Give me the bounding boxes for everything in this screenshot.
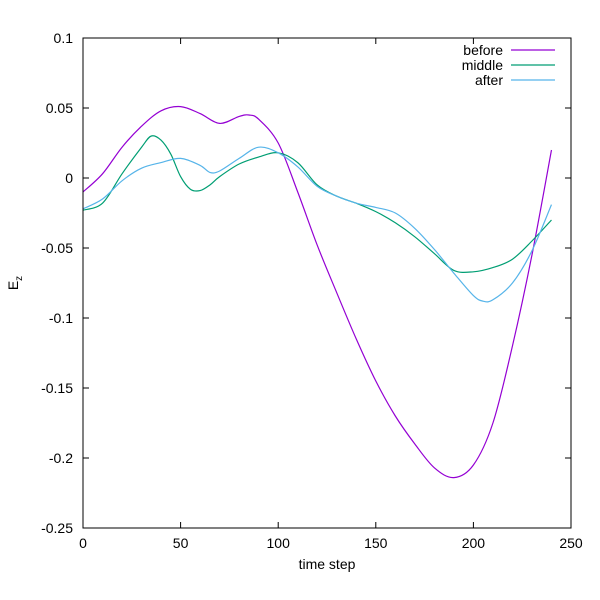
plot-frame: [82, 37, 572, 529]
series-line-after: [82, 146, 553, 303]
legend-label-middle: middle: [462, 57, 503, 73]
x-tick-label: 200: [462, 535, 486, 551]
legend-label-after: after: [475, 72, 503, 88]
y-axis-label-subscript: z: [14, 276, 25, 281]
y-tick-label: -0.25: [41, 520, 73, 536]
y-tick-label: -0.15: [41, 380, 73, 396]
series-layer: [82, 105, 553, 479]
y-tick-label: -0.1: [49, 310, 73, 326]
x-tick-label: 150: [364, 535, 388, 551]
y-tick-label: -0.2: [49, 450, 73, 466]
y-tick-label: -0.05: [41, 240, 73, 256]
y-axis-label-main: E: [5, 281, 21, 290]
y-tick-label: 0.1: [54, 30, 74, 46]
ticks-layer: 0 50 100 150 200 250 -0.25 -0.2 -0.15 -0.1 -0.05 0 0…: [41, 30, 583, 551]
y-axis-label: Ez: [5, 276, 25, 290]
series-line-before: [82, 105, 553, 479]
y-tick-label: 0: [65, 170, 73, 186]
x-tick-label: 0: [79, 535, 87, 551]
x-tick-label: 250: [559, 535, 583, 551]
y-tick-label: 0.05: [46, 100, 73, 116]
x-axis-label: time step: [299, 556, 356, 572]
x-tick-label: 50: [173, 535, 189, 551]
legend-label-before: before: [463, 42, 503, 58]
x-tick-label: 100: [267, 535, 291, 551]
